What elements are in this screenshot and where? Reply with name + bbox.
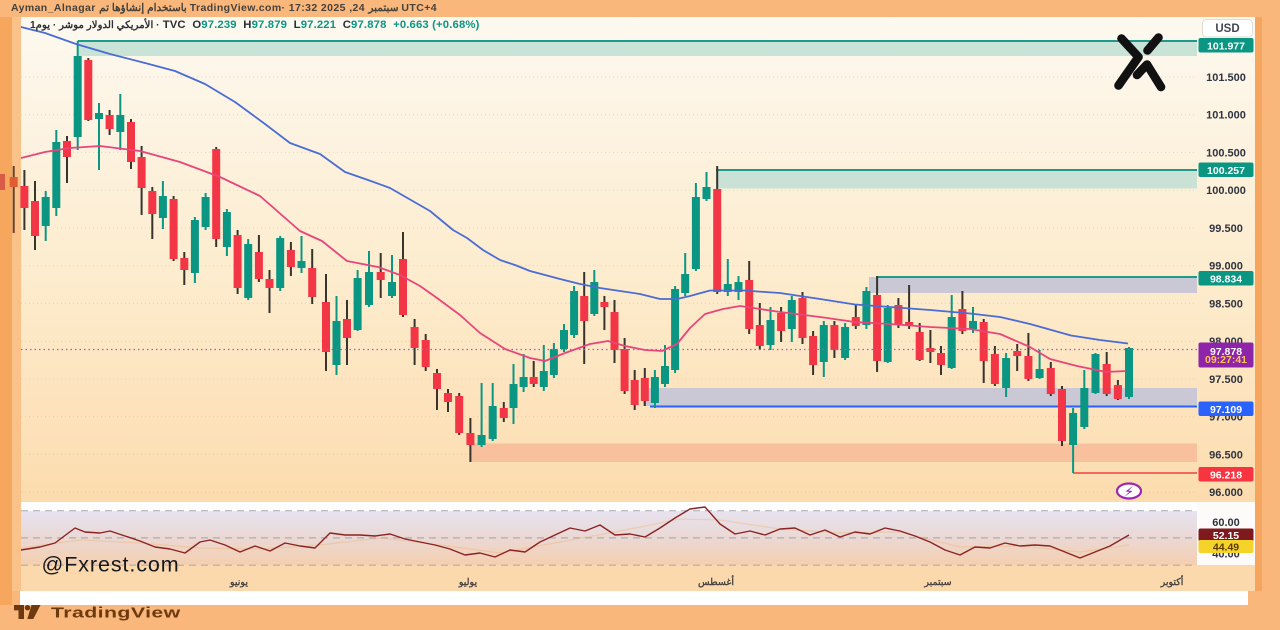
svg-text:100.000: 100.000 — [1206, 185, 1246, 197]
svg-text:98.834: 98.834 — [1210, 273, 1242, 285]
svg-text:99.000: 99.000 — [1209, 261, 1243, 273]
svg-text:يوليو: يوليو — [458, 577, 478, 588]
svg-text:يونيو: يونيو — [229, 577, 248, 588]
svg-text:44.49: 44.49 — [1213, 542, 1239, 554]
svg-text:96.000: 96.000 — [1209, 487, 1243, 499]
svg-text:99.500: 99.500 — [1209, 223, 1243, 235]
svg-text:100.257: 100.257 — [1207, 165, 1245, 177]
svg-text:96.218: 96.218 — [1210, 469, 1242, 481]
svg-text:أغسطس: أغسطس — [698, 575, 734, 588]
svg-text:USD: USD — [1215, 23, 1239, 35]
svg-text:96.500: 96.500 — [1209, 449, 1243, 461]
svg-text:@Fxrest.com: @Fxrest.com — [42, 553, 180, 577]
svg-text:09:27:41: 09:27:41 — [1205, 354, 1247, 366]
svg-text:60.00: 60.00 — [1212, 517, 1240, 529]
svg-text:98.500: 98.500 — [1209, 298, 1243, 310]
svg-text:101.000: 101.000 — [1206, 110, 1246, 122]
svg-text:أكتوبر: أكتوبر — [1160, 575, 1184, 588]
svg-text:97.878: 97.878 — [1210, 346, 1242, 358]
svg-text:101.977: 101.977 — [1207, 40, 1245, 52]
svg-text:سبتمبر: سبتمبر — [923, 577, 951, 588]
svg-text:100.500: 100.500 — [1206, 147, 1246, 159]
svg-text:TradingView: TradingView — [51, 604, 181, 621]
svg-text:52.15: 52.15 — [1213, 530, 1239, 542]
svg-text:97.109: 97.109 — [1210, 404, 1242, 416]
svg-text:97.500: 97.500 — [1209, 374, 1243, 386]
svg-text:101.500: 101.500 — [1206, 72, 1246, 84]
